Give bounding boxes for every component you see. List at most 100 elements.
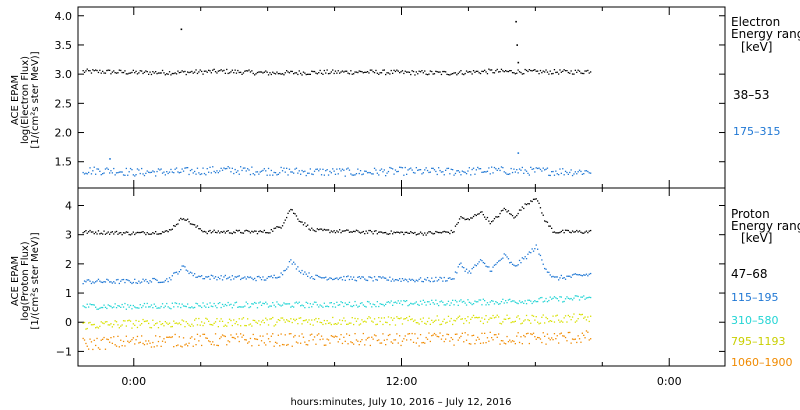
proton-series-5-point [251, 345, 253, 347]
proton-series-4-point [566, 321, 568, 323]
proton-series-4-point [569, 316, 571, 318]
proton-series-1-point [104, 233, 107, 235]
proton-series-4-point [276, 321, 278, 323]
proton-series-5-point [365, 339, 367, 341]
proton-series-1-point [492, 220, 494, 222]
proton-series-1-point [270, 229, 272, 231]
electron-series-1-point [539, 69, 542, 72]
proton-series-4-point [505, 318, 507, 320]
electron-series-2-point [217, 172, 219, 174]
proton-series-1-point [213, 229, 215, 231]
proton-series-3-point [362, 304, 364, 306]
proton-series-2-point [590, 272, 592, 275]
proton-series-1-point [447, 231, 450, 233]
proton-series-5-point [135, 339, 137, 341]
electron-series-2-point [460, 174, 462, 176]
proton-series-3-point [266, 303, 268, 305]
electron-series-2-point [538, 167, 540, 169]
proton-series-2-point [224, 274, 226, 277]
electron-series-2-point [350, 173, 352, 175]
proton-series-5-point [534, 336, 536, 338]
proton-series-4-point [312, 324, 314, 326]
electron-series-1-point [252, 72, 254, 75]
electron-series-1-point [235, 72, 238, 74]
proton-series-1-point [399, 232, 401, 234]
proton-series-5-point [507, 341, 510, 343]
electron-series-1-point [279, 72, 281, 75]
proton-series-5-point [333, 336, 335, 338]
proton-series-2-point [209, 278, 211, 280]
proton-series-4-point [347, 323, 349, 325]
proton-series-3-point [189, 307, 192, 309]
electron-series-2-point [386, 172, 388, 174]
proton-series-5-point [175, 345, 178, 347]
electron-series-2-point [577, 171, 579, 173]
proton-series-1-point [93, 233, 95, 235]
electron-series-1-point [481, 70, 483, 72]
proton-series-1-point [371, 231, 373, 233]
electron-series-2-point [492, 172, 494, 174]
proton-series-2-point [438, 279, 440, 281]
electron-series-2-point [223, 167, 225, 169]
electron-series-2-point [574, 171, 576, 173]
proton-series-1-point [339, 229, 341, 231]
electron-series-1-point [277, 73, 279, 75]
proton-series-4-point [539, 322, 542, 324]
proton-series-4-point [82, 322, 84, 324]
electron-series-1-point [213, 68, 215, 70]
proton-series-5-point [359, 340, 362, 343]
proton-series-2-point [368, 276, 370, 278]
proton-series-3-point [153, 303, 155, 305]
proton-series-4-point [205, 317, 207, 319]
electron-series-1-point [187, 71, 189, 73]
proton-series-3-point [297, 302, 299, 305]
electron-series-1-point [564, 70, 567, 72]
electron-legend-heading-1: Electron [731, 15, 780, 29]
electron-series-2-point [432, 167, 434, 169]
electron-series-1-outlier [516, 44, 518, 46]
proton-series-3-point [171, 302, 173, 304]
proton-series-2-point [491, 270, 493, 272]
electron-series-1-point [366, 71, 369, 73]
electron-series-2-point [401, 167, 404, 169]
proton-series-4-point [263, 322, 265, 324]
proton-series-3-point [327, 306, 330, 308]
proton-series-4-point [313, 319, 316, 321]
electron-series-2-point [366, 172, 369, 174]
proton-series-4-point [389, 324, 391, 326]
electron-series-1-point [288, 72, 291, 74]
proton-series-2-point [470, 272, 472, 274]
electron-series-2-point [256, 171, 259, 173]
electron-series-2-point [351, 174, 353, 176]
proton-series-3-point [493, 303, 496, 305]
proton-ytick-label: 1 [65, 287, 72, 300]
proton-series-3-point [447, 300, 450, 302]
proton-series-5-point [385, 344, 387, 346]
proton-series-2-point [171, 275, 173, 277]
proton-series-2-point [365, 279, 367, 281]
electron-series-1-point [436, 71, 438, 73]
electron-series-2-point [230, 171, 232, 173]
proton-series-2-point [325, 276, 327, 278]
proton-series-4-point [498, 316, 500, 318]
electron-series-1-point [531, 70, 533, 72]
proton-series-1-point [407, 232, 409, 234]
proton-series-3-point [195, 302, 197, 304]
electron-series-1-point [445, 71, 447, 73]
proton-series-2-point [320, 277, 323, 279]
electron-series-1-point [115, 72, 118, 74]
electron-series-2-point [461, 170, 463, 172]
proton-series-3-point [131, 308, 133, 310]
proton-series-4-point [407, 319, 409, 322]
proton-series-4-point [406, 317, 408, 319]
proton-series-3-point [460, 299, 462, 301]
proton-series-5-point [401, 340, 404, 342]
electron-series-1-point [534, 69, 536, 71]
proton-series-2-point [489, 270, 491, 272]
proton-series-5-point [280, 333, 282, 335]
proton-series-2-point [159, 281, 161, 284]
electron-series-2-point [312, 173, 314, 176]
proton-series-4-point [266, 319, 268, 321]
proton-series-2-point [194, 273, 196, 275]
proton-series-3-point [394, 301, 397, 303]
